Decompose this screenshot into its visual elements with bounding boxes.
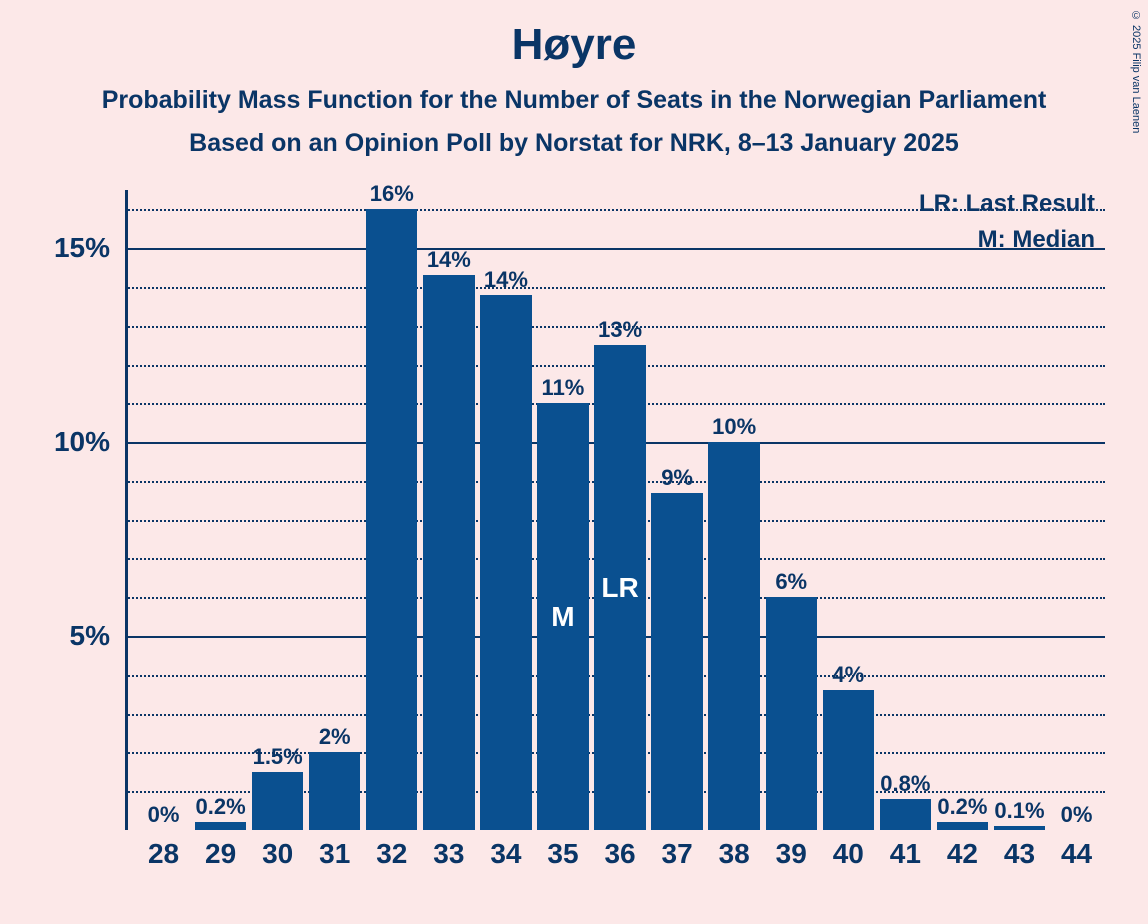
x-tick-label: 31 bbox=[306, 838, 363, 870]
bar: 9% bbox=[651, 493, 702, 830]
bar-value-label: 6% bbox=[775, 569, 807, 595]
bar-slot: 11% M bbox=[534, 190, 591, 830]
bar-slot: 0.2% bbox=[192, 190, 249, 830]
bar-value-label: 16% bbox=[370, 181, 414, 207]
bar-value-label: 4% bbox=[832, 662, 864, 688]
bar-slot: 6% bbox=[763, 190, 820, 830]
bar-slot: 0.2% bbox=[934, 190, 991, 830]
y-tick-label: 5% bbox=[70, 620, 110, 652]
bar-slot: 0% bbox=[1048, 190, 1105, 830]
y-axis bbox=[125, 190, 128, 830]
chart-plot-area: LR: Last Result M: Median 5%10%15% 0%0.2… bbox=[125, 190, 1105, 830]
bar-value-label: 0.8% bbox=[880, 771, 930, 797]
copyright-text: © 2025 Filip van Laenen bbox=[1130, 10, 1142, 133]
bar-marker: M bbox=[551, 601, 574, 633]
bar-slot: 2% bbox=[306, 190, 363, 830]
x-tick-label: 38 bbox=[706, 838, 763, 870]
x-tick-label: 44 bbox=[1048, 838, 1105, 870]
y-tick-label: 10% bbox=[54, 426, 110, 458]
bar-slot: 13% LR bbox=[592, 190, 649, 830]
x-tick-label: 40 bbox=[820, 838, 877, 870]
bar: 0.2% bbox=[195, 822, 246, 830]
x-tick-label: 36 bbox=[592, 838, 649, 870]
x-tick-label: 32 bbox=[363, 838, 420, 870]
bar-slot: 14% bbox=[477, 190, 534, 830]
bar: 4% bbox=[823, 690, 874, 830]
x-tick-label: 37 bbox=[649, 838, 706, 870]
x-tick-label: 43 bbox=[991, 838, 1048, 870]
bar-value-label: 0.2% bbox=[196, 794, 246, 820]
x-tick-label: 28 bbox=[135, 838, 192, 870]
x-tick-label: 42 bbox=[934, 838, 991, 870]
bar-slot: 16% bbox=[363, 190, 420, 830]
bar-marker: LR bbox=[601, 572, 638, 604]
bar-value-label: 14% bbox=[484, 267, 528, 293]
bar-value-label: 0.2% bbox=[937, 794, 987, 820]
bar-slot: 10% bbox=[706, 190, 763, 830]
bar-value-label: 9% bbox=[661, 465, 693, 491]
bar-value-label: 0% bbox=[148, 802, 180, 828]
bar-value-label: 11% bbox=[542, 375, 585, 401]
chart-subtitle-1: Probability Mass Function for the Number… bbox=[0, 86, 1148, 115]
bar: 1.5% bbox=[252, 772, 303, 830]
bar: 0.1% bbox=[994, 826, 1045, 830]
bar-value-label: 0% bbox=[1061, 802, 1093, 828]
bar-slot: 4% bbox=[820, 190, 877, 830]
bar: 10% bbox=[708, 442, 759, 830]
bar-slot: 0.8% bbox=[877, 190, 934, 830]
bar-slot: 0% bbox=[135, 190, 192, 830]
x-tick-label: 29 bbox=[192, 838, 249, 870]
bar: 0.8% bbox=[880, 799, 931, 830]
bar-slot: 14% bbox=[420, 190, 477, 830]
bar: 16% bbox=[366, 209, 417, 830]
bar-value-label: 14% bbox=[427, 247, 471, 273]
chart-subtitle-2: Based on an Opinion Poll by Norstat for … bbox=[0, 129, 1148, 158]
bar: 11%M bbox=[537, 403, 588, 830]
x-tick-label: 35 bbox=[534, 838, 591, 870]
bar: 14% bbox=[480, 295, 531, 830]
chart-header: Høyre Probability Mass Function for the … bbox=[0, 0, 1148, 158]
bar: 13%LR bbox=[594, 345, 645, 830]
bar: 6% bbox=[766, 597, 817, 830]
x-tick-label: 34 bbox=[477, 838, 534, 870]
bar: 14% bbox=[423, 275, 474, 830]
bar-slot: 1.5% bbox=[249, 190, 306, 830]
bar-container: 0%0.2%1.5%2%16%14%14%11%M13%LR9%10%6%4%0… bbox=[135, 190, 1105, 830]
bar-slot: 0.1% bbox=[991, 190, 1048, 830]
bar: 2% bbox=[309, 752, 360, 830]
x-axis-labels: 2829303132333435363738394041424344 bbox=[135, 838, 1105, 870]
bar-value-label: 1.5% bbox=[253, 744, 303, 770]
x-tick-label: 30 bbox=[249, 838, 306, 870]
bar: 0.2% bbox=[937, 822, 988, 830]
bar-value-label: 10% bbox=[712, 414, 756, 440]
chart-title: Høyre bbox=[0, 20, 1148, 70]
bar-value-label: 13% bbox=[598, 317, 642, 343]
bar-value-label: 0.1% bbox=[994, 798, 1044, 824]
x-tick-label: 41 bbox=[877, 838, 934, 870]
x-tick-label: 39 bbox=[763, 838, 820, 870]
bar-value-label: 2% bbox=[319, 724, 351, 750]
bar-slot: 9% bbox=[649, 190, 706, 830]
y-tick-label: 15% bbox=[54, 232, 110, 264]
x-tick-label: 33 bbox=[420, 838, 477, 870]
